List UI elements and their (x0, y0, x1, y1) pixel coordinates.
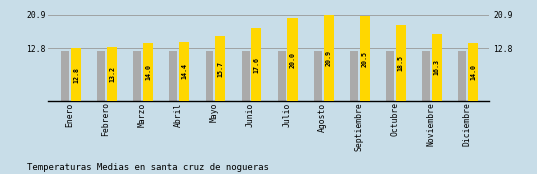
Bar (133, 52, 141, 101)
Text: 17.6: 17.6 (253, 57, 259, 73)
Bar (143, 43, 153, 101)
Text: 20.5: 20.5 (362, 51, 368, 67)
Text: 20.0: 20.0 (289, 52, 295, 68)
Bar (350, 52, 358, 101)
Text: 15.7: 15.7 (217, 61, 223, 77)
Bar (206, 52, 214, 101)
Bar (170, 52, 177, 101)
Bar (107, 46, 117, 101)
Bar (215, 36, 226, 101)
Bar (314, 52, 322, 101)
Text: 18.5: 18.5 (398, 55, 404, 71)
Bar (360, 16, 370, 101)
Bar (278, 52, 286, 101)
Bar (396, 25, 406, 101)
Bar (71, 48, 81, 101)
Bar (251, 28, 262, 101)
Bar (432, 34, 442, 101)
Bar (287, 18, 297, 101)
Bar (179, 42, 189, 101)
Bar (61, 52, 69, 101)
Bar (97, 52, 105, 101)
Bar (242, 52, 250, 101)
Bar (468, 43, 478, 101)
Bar (323, 15, 333, 101)
Text: 14.0: 14.0 (470, 64, 476, 80)
Text: 13.2: 13.2 (109, 66, 115, 82)
Text: Temperaturas Medias en santa cruz de nogueras: Temperaturas Medias en santa cruz de nog… (27, 163, 268, 172)
Text: 14.4: 14.4 (181, 63, 187, 79)
Text: 16.3: 16.3 (434, 59, 440, 75)
Text: 14.0: 14.0 (145, 64, 151, 80)
Bar (386, 52, 394, 101)
Text: 12.8: 12.8 (73, 66, 79, 82)
Text: 20.9: 20.9 (325, 50, 331, 66)
Bar (458, 52, 466, 101)
Bar (422, 52, 430, 101)
